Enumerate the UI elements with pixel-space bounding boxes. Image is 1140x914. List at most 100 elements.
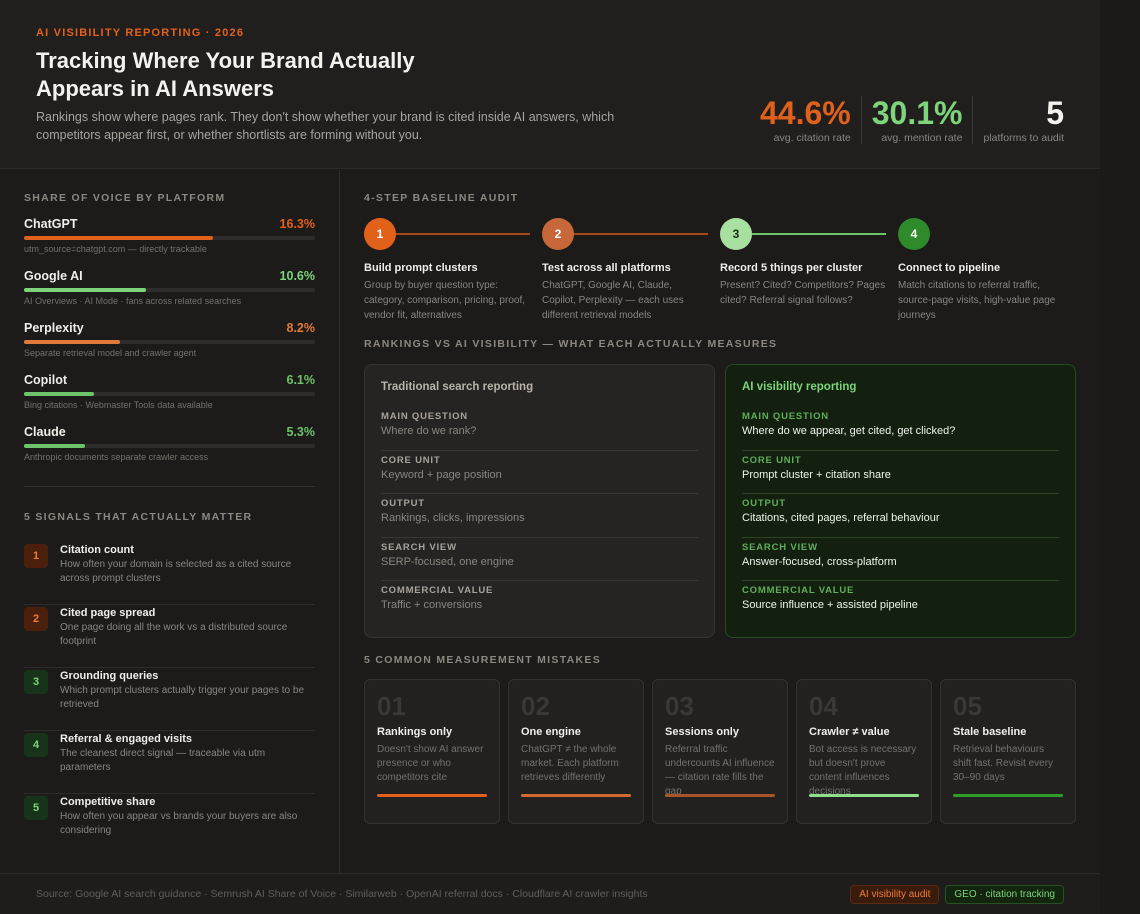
sov-name: Copilot <box>24 373 68 387</box>
sov-note: Anthropic documents separate crawler acc… <box>24 452 209 462</box>
signal-item: 4 Referral & engaged visits The cleanest… <box>24 731 315 794</box>
row-key: CORE UNIT <box>742 454 802 466</box>
row-key: COMMERCIAL VALUE <box>742 585 855 596</box>
card-row: SEARCH VIEW Answer-focused, cross-platfo… <box>742 538 1059 581</box>
stat-label: avg. citation rate <box>773 132 851 144</box>
mistakes-section-label: 5 COMMON MEASUREMENT MISTAKES <box>364 654 602 666</box>
stat-platforms: 5 platforms to audit <box>972 96 1064 144</box>
signal-desc: Which prompt clusters actually trigger y… <box>60 685 304 710</box>
mistake-accent-bar <box>377 794 487 797</box>
stat-mention-rate: 30.1% avg. mention rate <box>860 95 973 144</box>
page: AI VISIBILITY REPORTING · 2026 Tracking … <box>0 0 1100 904</box>
sov-section-label: SHARE OF VOICE BY PLATFORM <box>24 192 226 204</box>
mistake-title: Crawler ≠ value <box>809 726 890 738</box>
signal-number-badge: 1 <box>24 544 48 568</box>
step-title: Test across all platforms <box>542 262 671 274</box>
step-desc: Group by buyer question type: category, … <box>364 280 526 321</box>
sov-value: 8.2% <box>286 321 316 335</box>
mistake-accent-bar <box>665 794 775 797</box>
row-value: Keyword + page position <box>381 468 502 481</box>
stat-citation-rate: 44.6% avg. citation rate <box>750 96 861 144</box>
card-title: AI visibility reporting <box>742 381 857 393</box>
sov-track <box>24 444 315 448</box>
audit-steps: 1 Build prompt clusters Group by buyer q… <box>364 218 1076 328</box>
page-title: Tracking Where Your Brand Actually Appea… <box>36 48 415 101</box>
divider <box>24 486 315 487</box>
mistake-card: 05 Stale baseline Retrieval behaviours s… <box>940 679 1076 824</box>
step-connector <box>752 233 886 235</box>
step-number-circle: 2 <box>542 218 574 250</box>
card-row: OUTPUT Citations, cited pages, referral … <box>742 494 1059 538</box>
mistake-number: 04 <box>809 691 838 721</box>
stat-value: 30.1% <box>871 95 963 131</box>
signals-list: 1 Citation count How often your domain i… <box>24 542 315 857</box>
mistake-desc: ChatGPT ≠ the whole market. Each platfor… <box>521 744 619 783</box>
sov-item-claude: Claude 5.3% Anthropic documents separate… <box>24 425 315 477</box>
sov-item-perplexity: Perplexity 8.2% Separate retrieval model… <box>24 321 315 373</box>
row-key: OUTPUT <box>381 498 425 509</box>
signal-item: 3 Grounding queries Which prompt cluster… <box>24 668 315 731</box>
row-key: MAIN QUESTION <box>381 411 468 422</box>
step-desc: Present? Cited? Competitors? Pages cited… <box>720 280 886 306</box>
tag-geo-citation-tracking: GEO · citation tracking <box>945 885 1064 904</box>
row-value: Where do we appear, get cited, get click… <box>742 425 956 437</box>
mistake-card: 01 Rankings only Doesn't show AI answer … <box>364 679 500 824</box>
signal-title: Grounding queries <box>60 670 159 682</box>
row-key: SEARCH VIEW <box>381 541 457 553</box>
signals-section-label: 5 SIGNALS THAT ACTUALLY MATTER <box>24 511 253 523</box>
card-row: OUTPUT Rankings, clicks, impressions <box>381 494 698 538</box>
mistake-number: 01 <box>377 691 406 721</box>
sov-value: 6.1% <box>286 373 316 387</box>
mistake-accent-bar <box>953 794 1063 797</box>
mistake-title: One engine <box>521 726 581 738</box>
eyebrow: AI VISIBILITY REPORTING · 2026 <box>36 27 245 39</box>
row-key: MAIN QUESTION <box>742 411 829 422</box>
mistake-card: 03 Sessions only Referral traffic underc… <box>652 679 788 824</box>
card-title: Traditional search reporting <box>381 381 534 393</box>
signal-title: Citation count <box>60 544 134 556</box>
step-connector <box>396 233 530 235</box>
sov-name: ChatGPT <box>24 217 78 231</box>
signal-title: Cited page spread <box>60 607 156 619</box>
sov-note: utm_source=chatgpt.com — directly tracka… <box>24 244 207 254</box>
signal-item: 1 Citation count How often your domain i… <box>24 542 315 605</box>
signal-number-badge: 2 <box>24 607 48 631</box>
sov-track <box>24 288 315 292</box>
mistake-title: Sessions only <box>665 726 739 738</box>
traditional-reporting-card: Traditional search reporting MAIN QUESTI… <box>364 364 715 638</box>
signal-desc: One page doing all the work vs a distrib… <box>60 622 288 647</box>
stat-value: 5 <box>1046 95 1064 131</box>
mistake-title: Stale baseline <box>953 726 1027 738</box>
card-row: SEARCH VIEW SERP-focused, one engine <box>381 538 698 581</box>
mistake-desc: Retrieval behaviours shift fast. Revisit… <box>953 744 1054 783</box>
row-value: SERP-focused, one engine <box>381 555 514 568</box>
page-subtitle: Rankings show where pages rank. They don… <box>36 110 615 142</box>
step-desc: ChatGPT, Google AI, Claude, Copilot, Per… <box>542 280 684 321</box>
sov-fill <box>24 340 121 344</box>
sov-name: Claude <box>24 425 66 439</box>
mistake-accent-bar <box>809 794 919 797</box>
signal-item: 2 Cited page spread One page doing all t… <box>24 605 315 668</box>
signal-desc: How often you appear vs brands your buye… <box>60 811 298 836</box>
card-row: CORE UNIT Keyword + page position <box>381 451 698 494</box>
sov-track <box>24 340 315 344</box>
step-title: Build prompt clusters <box>364 262 478 274</box>
footer-tags: AI visibility audit GEO · citation track… <box>850 885 1064 904</box>
row-key: CORE UNIT <box>381 454 441 466</box>
step-title: Connect to pipeline <box>898 262 1001 274</box>
signal-title: Competitive share <box>60 796 156 808</box>
sov-track <box>24 392 315 396</box>
header: AI VISIBILITY REPORTING · 2026 Tracking … <box>0 0 1100 169</box>
sov-track <box>24 236 315 240</box>
signal-item: 5 Competitive share How often you appear… <box>24 794 315 857</box>
sov-note: AI Overviews · AI Mode · fans across rel… <box>24 296 242 306</box>
step-number-circle: 1 <box>364 218 396 250</box>
sov-note: Bing citations · Webmaster Tools data av… <box>24 400 213 410</box>
sov-fill <box>24 392 94 396</box>
row-key: COMMERCIAL VALUE <box>381 585 494 596</box>
mistake-title: Rankings only <box>377 726 453 738</box>
signal-title: Referral & engaged visits <box>60 733 193 745</box>
left-column: SHARE OF VOICE BY PLATFORM ChatGPT 16.3%… <box>0 170 340 873</box>
sov-item-copilot: Copilot 6.1% Bing citations · Webmaster … <box>24 373 315 425</box>
stat-value: 44.6% <box>759 95 851 131</box>
